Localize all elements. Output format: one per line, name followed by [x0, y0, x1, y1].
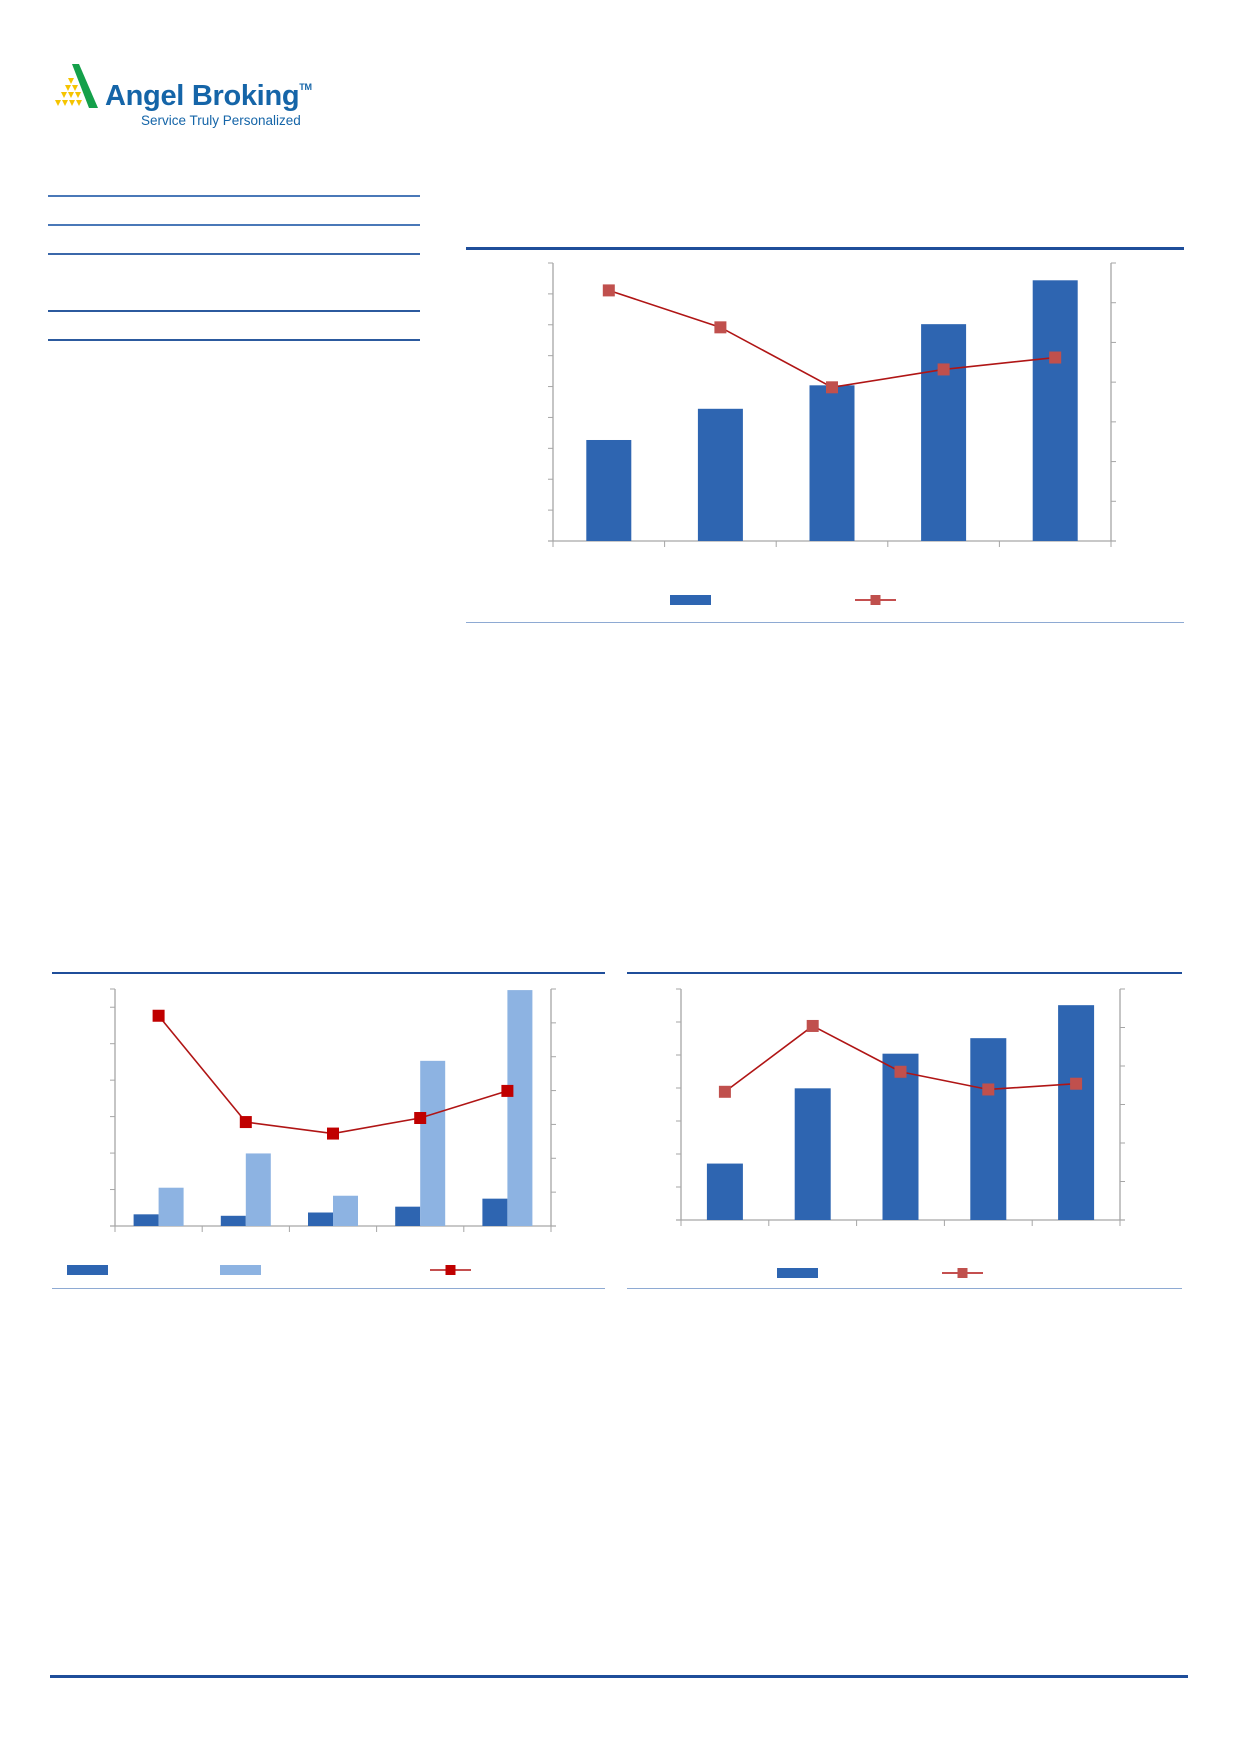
- chart-2-bar: [333, 1195, 358, 1226]
- footer-rule: [50, 1675, 1188, 1678]
- chart-1-line-marker: [714, 321, 727, 334]
- chart-3-line-marker: [806, 1019, 819, 1032]
- chart-3-bar: [706, 1163, 743, 1220]
- chart-2-bar: [507, 990, 533, 1226]
- divider: [48, 339, 420, 341]
- chart-3-bar: [794, 1088, 831, 1220]
- divider: [48, 310, 420, 312]
- chart-1-legend-line-marker: [870, 595, 881, 605]
- chart-3-bar: [970, 1038, 1007, 1220]
- chart-1-bar: [586, 439, 632, 541]
- chart-1-line-marker: [602, 284, 615, 297]
- chart-2-bar: [158, 1187, 184, 1226]
- chart-2-bottom-rule: [52, 1288, 605, 1289]
- chart-3-legend-line-marker: [957, 1268, 968, 1278]
- chart-3-legend-bar-swatch: [777, 1268, 818, 1278]
- chart-2-bar: [482, 1198, 508, 1226]
- divider: [48, 195, 420, 197]
- chart-3-line-marker: [982, 1083, 995, 1096]
- chart-2-legend-bar-swatch: [220, 1265, 261, 1275]
- chart-2-line-series: [157, 1015, 508, 1135]
- chart-2-line-marker: [152, 1009, 165, 1022]
- chart-3-line-marker: [718, 1085, 731, 1098]
- chart-3-line-marker: [1070, 1077, 1083, 1090]
- chart-1-line-marker: [937, 363, 950, 376]
- chart-2-bar: [395, 1206, 421, 1226]
- chart-2-line-marker: [501, 1084, 514, 1097]
- chart-3-top-rule: [627, 972, 1182, 974]
- logo-trademark: TM: [299, 82, 312, 92]
- chart-1-bar: [921, 324, 967, 541]
- chart-2-bar: [245, 1153, 271, 1226]
- divider: [48, 224, 420, 226]
- chart-2-bar: [308, 1212, 333, 1226]
- chart-2-legend-line-marker: [445, 1265, 456, 1275]
- logo-brand-text: Angel Broking: [105, 80, 300, 112]
- chart-1-line-marker: [1049, 351, 1062, 364]
- chart-1-bar: [1032, 280, 1078, 541]
- chart-3-bottom-rule: [627, 1288, 1182, 1289]
- chart-1-bottom-rule: [466, 622, 1184, 623]
- logo-tagline: Service Truly Personalized: [141, 113, 301, 128]
- chart-2-line-marker: [414, 1111, 427, 1124]
- logo-pyramid-icon: [55, 64, 98, 108]
- divider: [48, 253, 420, 255]
- chart-1-bar: [697, 408, 743, 541]
- chart-2-legend-bar-swatch: [67, 1265, 108, 1275]
- logo-brand: Angel BrokingTM: [105, 80, 312, 113]
- chart-2-line-marker: [327, 1127, 339, 1140]
- chart-3-bar: [1058, 1005, 1095, 1220]
- chart-3-bar: [882, 1053, 919, 1220]
- chart-1-bar: [809, 385, 855, 541]
- chart-1-line-marker: [826, 381, 838, 394]
- chart-3-line-marker: [894, 1065, 907, 1078]
- chart-2-top-rule: [52, 972, 605, 974]
- chart-2-bar: [133, 1214, 159, 1226]
- chart-1-line-series: [608, 289, 1056, 389]
- chart-2-bar: [420, 1060, 446, 1226]
- chart-2-bar: [220, 1215, 246, 1226]
- chart-2-line-marker: [239, 1116, 252, 1129]
- chart-1-top-rule: [466, 247, 1184, 250]
- chart-1-legend-bar-swatch: [670, 595, 711, 605]
